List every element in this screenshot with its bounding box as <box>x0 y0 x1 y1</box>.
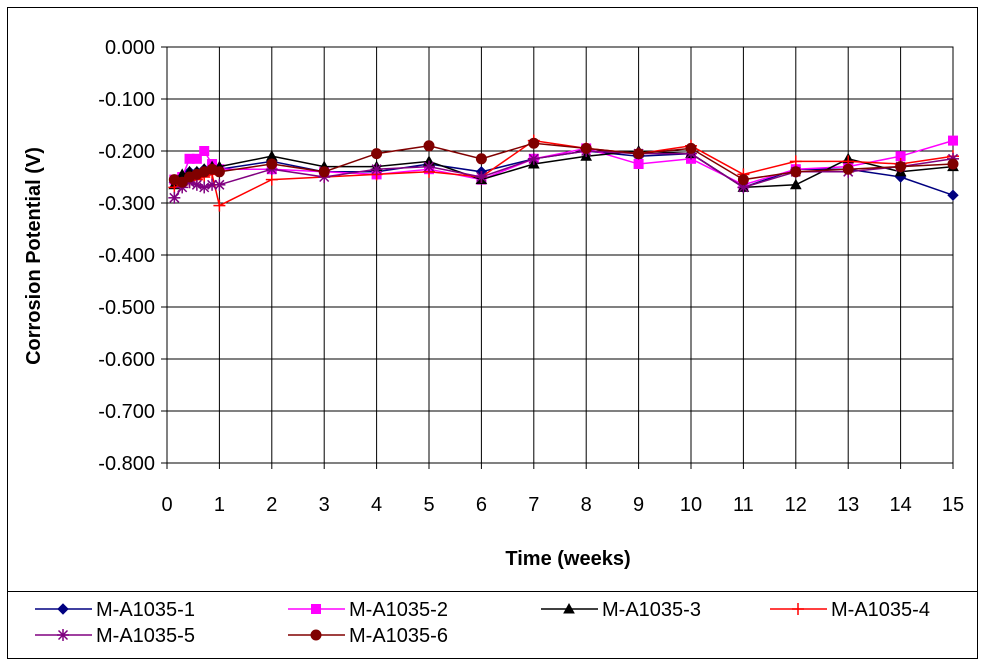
x-tick-label: 11 <box>733 494 754 516</box>
y-tick-label: -0.800 <box>98 453 155 475</box>
x-tick-label: 5 <box>423 494 434 516</box>
x-axis-label: Time (weeks) <box>505 548 630 570</box>
data-point <box>948 135 958 146</box>
legend-item: M-A1035-3 <box>541 599 701 621</box>
y-tick-label: -0.600 <box>98 349 155 371</box>
axes-layer <box>161 46 954 469</box>
legend-label: M-A1035-2 <box>349 599 448 621</box>
data-point <box>370 163 383 176</box>
data-point <box>527 152 540 165</box>
y-tick-label: -0.700 <box>98 401 155 423</box>
x-tick-label: 14 <box>889 494 911 516</box>
data-point <box>475 153 487 165</box>
x-tick-label: 7 <box>528 494 539 516</box>
data-point <box>199 146 210 156</box>
data-point <box>737 174 749 186</box>
data-point <box>685 142 697 154</box>
x-tick-label: 10 <box>680 494 702 516</box>
legend-marker <box>311 604 321 614</box>
data-point <box>789 178 802 190</box>
data-point <box>633 159 644 169</box>
data-point <box>789 155 802 168</box>
data-point <box>947 158 959 170</box>
data-point <box>191 153 202 164</box>
y-tick-label: -0.200 <box>98 141 155 163</box>
y-tick-label: -0.100 <box>98 89 155 111</box>
plot-area-border <box>166 46 954 464</box>
data-point <box>528 137 540 149</box>
y-tick-label: -0.400 <box>98 245 155 267</box>
data-point <box>176 176 188 188</box>
data-point <box>213 178 226 191</box>
legend-item: M-A1035-4 <box>770 599 930 621</box>
data-point <box>266 158 278 170</box>
data-point <box>475 171 488 183</box>
chart-frame <box>7 7 978 659</box>
x-tick-label: 0 <box>161 494 172 516</box>
data-point <box>790 166 802 178</box>
x-tick-label: 15 <box>942 494 964 516</box>
data-point <box>895 161 907 173</box>
data-point <box>423 160 435 173</box>
legend-label: M-A1035-1 <box>96 599 195 621</box>
data-point <box>265 173 278 186</box>
legend-item: M-A1035-6 <box>288 625 448 647</box>
x-tick-label: 12 <box>785 494 807 516</box>
legend-marker <box>792 603 804 615</box>
legend-marker <box>310 629 322 641</box>
tick-label-layer: 0.000 -0.100 -0.200 -0.300 -0.400 -0.500 -0.60… <box>98 37 964 516</box>
legend-marker <box>563 602 575 614</box>
legend-label: M-A1035-6 <box>349 625 448 647</box>
legend-label: M-A1035-3 <box>602 599 701 621</box>
data-point <box>842 163 854 175</box>
data-point <box>213 199 226 212</box>
data-point <box>947 189 959 201</box>
legend-frame <box>7 591 978 659</box>
x-tick-label: 9 <box>633 494 644 516</box>
legend-item: M-A1035-5 <box>35 625 195 647</box>
data-point <box>423 140 435 152</box>
data-point <box>371 148 383 160</box>
y-tick-label: -0.500 <box>98 297 155 319</box>
legend: M-A1035-1 M-A1035-2 M-A1035-3 M-A1035-4 M-A1… <box>35 599 930 647</box>
x-tick-label: 1 <box>214 494 225 516</box>
series-layer <box>168 134 959 212</box>
data-point <box>633 148 645 160</box>
legend-marker <box>57 603 69 615</box>
x-tick-label: 8 <box>581 494 592 516</box>
data-point <box>737 181 750 194</box>
x-tick-label: 13 <box>837 494 859 516</box>
legend-label: M-A1035-5 <box>96 625 195 647</box>
legend-label: M-A1035-4 <box>831 599 930 621</box>
x-tick-label: 2 <box>266 494 277 516</box>
x-tick-label: 6 <box>476 494 487 516</box>
legend-item: M-A1035-2 <box>288 599 448 621</box>
y-tick-label: -0.300 <box>98 193 155 215</box>
x-tick-label: 3 <box>319 494 330 516</box>
y-tick-label: 0.000 <box>105 37 155 59</box>
x-tick-label: 4 <box>371 494 382 516</box>
data-point <box>168 191 181 204</box>
legend-item: M-A1035-1 <box>35 599 195 621</box>
y-axis-label: Corrosion Potential (V) <box>23 147 45 365</box>
series-6 <box>168 137 959 188</box>
legend-marker <box>57 629 69 641</box>
data-point <box>318 166 330 178</box>
data-point <box>213 166 225 178</box>
data-point <box>580 142 592 154</box>
